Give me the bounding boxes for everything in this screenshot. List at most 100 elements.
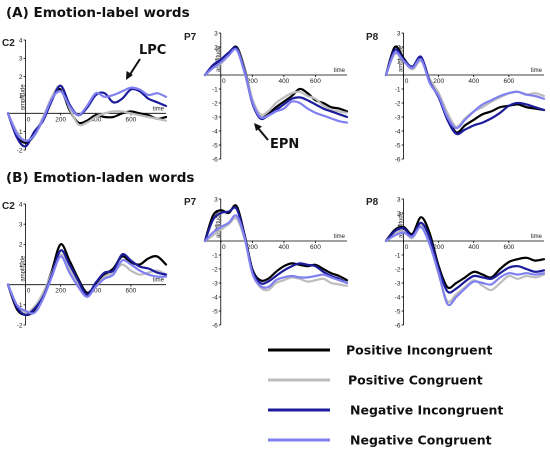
- x-tick-label: 200: [55, 288, 66, 295]
- channel-label: P8: [366, 32, 379, 43]
- series-negative-incongruent: [203, 46, 349, 121]
- channel-label: C2: [2, 201, 15, 212]
- y-tick-label: -2: [395, 100, 401, 107]
- y-tick-label: -5: [395, 142, 401, 149]
- x-axis-name: time: [334, 234, 346, 240]
- y-tick-label: 2: [19, 74, 23, 81]
- y-tick-label: -2: [17, 147, 23, 154]
- x-tick-label: 0: [27, 116, 31, 123]
- x-tick-label: 200: [433, 244, 444, 251]
- y-tick-label: -3: [395, 114, 401, 121]
- y-tick-label: -6: [212, 322, 218, 329]
- series-positive-incongruent: [384, 216, 546, 290]
- annotations-group: LPC EPN: [126, 43, 299, 152]
- chart-a-c2: C2 4 3 2 1 -1 -2 0 200 400 600 amplitude time: [2, 37, 168, 154]
- y-tick-label: -3: [395, 280, 401, 287]
- y-tick-label: 2: [214, 210, 218, 217]
- y-axis-name: amplitude: [21, 255, 27, 282]
- y-tick-label: 4: [19, 37, 23, 44]
- series-negative-incongruent: [6, 249, 168, 317]
- x-tick-label: 600: [503, 244, 514, 251]
- y-tick-label: -4: [212, 294, 218, 301]
- series-positive-congruent: [203, 217, 349, 292]
- y-tick-label: 4: [19, 201, 23, 208]
- legend-label: Positive Incongruent: [346, 343, 493, 358]
- series-negative-congruent: [384, 51, 546, 130]
- series-negative-congruent: [6, 86, 168, 142]
- chart-b-p7: P7 3 2 1 -1 -2 -3 -4 -5 -6 0 200 400 600 amplitude time: [184, 196, 349, 329]
- y-tick-label: 2: [397, 210, 401, 217]
- y-tick-label: 2: [19, 242, 23, 249]
- x-axis-name: time: [153, 278, 165, 284]
- y-tick-label: -2: [17, 322, 23, 329]
- channel-label: P8: [366, 197, 379, 208]
- y-tick-label: -2: [212, 100, 218, 107]
- y-tick-label: -5: [395, 308, 401, 315]
- legend-label: Negative Incongruent: [350, 403, 503, 418]
- y-tick-label: 3: [214, 30, 218, 37]
- x-tick-label: 600: [503, 78, 514, 85]
- x-tick-label: 400: [278, 244, 289, 251]
- y-axis-name: amplitude: [399, 211, 405, 238]
- y-axis-name: amplitude: [216, 45, 222, 72]
- legend-label: Negative Congruent: [350, 433, 492, 448]
- y-tick-label: -2: [395, 266, 401, 273]
- y-tick-label: -5: [212, 308, 218, 315]
- x-tick-label: 200: [55, 116, 66, 123]
- epn-annotation: EPN: [270, 137, 299, 152]
- panel-b-title: (B) Emotion-laden words: [6, 170, 194, 186]
- y-tick-label: -1: [17, 129, 23, 136]
- y-tick-label: -1: [395, 86, 401, 93]
- y-tick-label: 1: [397, 58, 401, 65]
- channel-label: P7: [184, 32, 197, 43]
- x-tick-label: 0: [405, 78, 409, 85]
- y-tick-label: 3: [397, 196, 401, 203]
- y-tick-label: -4: [212, 128, 218, 135]
- x-axis-name: time: [334, 68, 346, 74]
- y-tick-label: -4: [395, 128, 401, 135]
- epn-arrow-head: [254, 123, 262, 131]
- x-tick-label: 600: [125, 116, 136, 123]
- y-tick-label: 1: [19, 262, 23, 269]
- x-axis-name: time: [153, 106, 165, 112]
- y-tick-label: 3: [214, 196, 218, 203]
- y-tick-label: -1: [395, 252, 401, 259]
- x-tick-label: 400: [90, 288, 101, 295]
- panel-a-title: (A) Emotion-label words: [6, 5, 190, 21]
- y-tick-label: -6: [212, 156, 218, 163]
- y-tick-label: -3: [212, 114, 218, 121]
- series-negative-congruent: [203, 214, 349, 289]
- series-negative-congruent: [6, 255, 168, 315]
- y-tick-label: 1: [214, 224, 218, 231]
- legend: Positive Incongruent Positive Congruent Ne…: [268, 343, 503, 448]
- series-negative-incongruent: [384, 48, 546, 136]
- y-tick-label: 3: [19, 56, 23, 63]
- y-tick-label: 1: [19, 92, 23, 99]
- series-negative-congruent: [203, 48, 349, 124]
- x-tick-label: 0: [27, 288, 31, 295]
- lpc-arrow-shaft: [128, 58, 141, 77]
- channel-label: C2: [2, 38, 15, 49]
- x-tick-label: 0: [222, 244, 226, 251]
- y-tick-label: -1: [17, 302, 23, 309]
- y-axis-name: amplitude: [216, 211, 222, 238]
- x-tick-label: 200: [433, 78, 444, 85]
- x-tick-label: 400: [468, 78, 479, 85]
- legend-label: Positive Congruent: [348, 373, 483, 388]
- x-tick-label: 0: [405, 244, 409, 251]
- y-tick-label: -2: [212, 266, 218, 273]
- y-tick-label: 3: [397, 30, 401, 37]
- x-axis-name: time: [531, 234, 543, 240]
- series-positive-incongruent: [203, 204, 349, 282]
- y-tick-label: -1: [212, 86, 218, 93]
- y-tick-label: -1: [212, 252, 218, 259]
- x-tick-label: 600: [310, 78, 321, 85]
- x-tick-label: 600: [310, 244, 321, 251]
- y-tick-label: -5: [212, 142, 218, 149]
- x-tick-label: 0: [222, 78, 226, 85]
- y-tick-label: -6: [395, 322, 401, 329]
- x-tick-label: 400: [90, 116, 101, 123]
